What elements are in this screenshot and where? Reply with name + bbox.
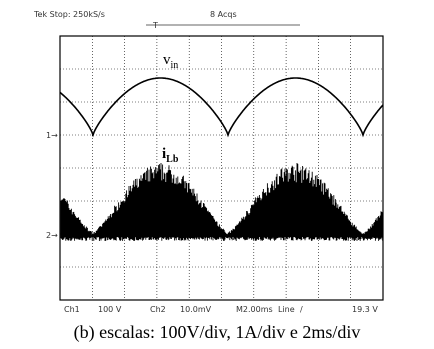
acqs-text: 8 Acqs xyxy=(210,10,237,19)
ch2-label: Ch2 xyxy=(150,305,166,314)
oscilloscope-screenshot: Tek Stop: 250kS/s 8 Acqs T vin iLb 1→ 2→… xyxy=(0,0,434,349)
trigger-source: Line xyxy=(278,305,295,314)
ch2-marker: 2→ xyxy=(46,231,58,240)
status-text: Tek Stop: 250kS/s xyxy=(33,10,105,19)
ilb-sub: Lb xyxy=(166,154,179,165)
trigger-marker: T xyxy=(152,21,158,30)
time-scale: M2.00ms xyxy=(236,305,273,314)
ch2-scale: 10.0mV xyxy=(180,305,212,314)
trigger-level: 19.3 V xyxy=(352,305,378,314)
ch1-marker: 1→ xyxy=(46,131,58,140)
ch1-label: Ch1 xyxy=(64,305,80,314)
trigger-slope: / xyxy=(300,305,303,314)
caption: (b) escalas: 100V/div, 1A/div e 2ms/div xyxy=(74,322,361,343)
page: {"header": {"status": "Tek Stop: 250kS/s… xyxy=(0,0,434,349)
vin-sub: in xyxy=(171,60,179,71)
background xyxy=(0,0,434,349)
ch1-scale: 100 V xyxy=(98,305,122,314)
